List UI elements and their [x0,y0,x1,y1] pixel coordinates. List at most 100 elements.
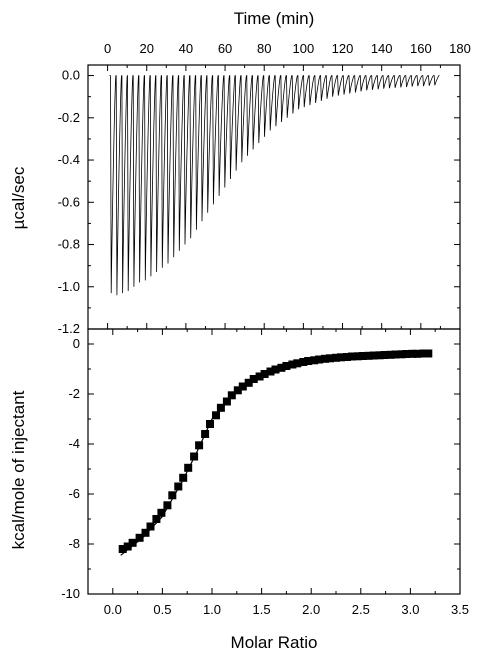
data-point [174,482,183,491]
data-point [391,350,400,359]
data-point [315,355,324,364]
data-point [195,441,204,450]
top-injection-traces [109,75,440,296]
data-point [288,360,297,369]
data-point [342,353,351,361]
top-y-tick-label: -1.0 [58,279,80,294]
bottom-x-tick-label: 1.5 [253,602,271,617]
data-point [201,430,210,438]
bottom-y-axis-title: kcal/mole of injectant [9,390,28,549]
data-point [212,411,220,420]
data-point [310,356,319,365]
data-point [141,528,150,537]
top-x-tick-label: 160 [410,41,432,56]
data-point [419,349,428,358]
bottom-y-tick-label: -2 [68,386,80,401]
data-point [260,370,269,378]
data-point [282,362,291,370]
data-point [326,354,334,363]
data-point [184,463,193,472]
data-point [179,473,188,482]
data-point [222,397,231,406]
data-point [332,353,340,362]
data-point [168,491,177,500]
data-point [271,365,280,374]
bottom-y-tick-label: -4 [68,436,80,451]
bottom-x-tick-label: 3.0 [401,602,419,617]
data-point [152,515,161,523]
bottom-x-tick-label: 0.5 [153,602,171,617]
data-point [424,349,433,358]
data-point [299,358,308,366]
data-point [293,359,302,368]
top-y-axis-title: µcal/sec [9,166,28,229]
top-x-axis-title: Time (min) [234,9,315,28]
data-point [206,420,214,428]
bottom-x-tick-label: 2.5 [352,602,370,617]
top-x-tick-label: 40 [179,41,193,56]
data-point [216,403,225,412]
data-point [233,386,242,395]
data-point [380,351,389,359]
data-point [227,391,236,400]
fit-curve [120,352,431,556]
data-point [353,352,362,361]
bottom-x-axis-title: Molar Ratio [231,633,318,652]
data-point [244,378,253,387]
bottom-y-tick-label: 0 [73,336,80,351]
data-point [358,352,367,360]
top-axis-ticks: 0 20 40 60 80 100 120 140 160 180 0.0 -0.2 -0.4 -0.6 -… [58,41,471,336]
top-x-tick-label: 180 [449,41,471,56]
data-point [128,538,137,547]
bottom-axis-ticks: 0.0 0.5 1.0 1.5 2.0 2.5 3.0 3.5 0 -2 -4 -6 -8 -10 [61,329,469,617]
data-point [304,357,313,365]
data-point [249,375,258,383]
data-point [135,533,144,542]
data-point [146,522,155,531]
top-x-tick-label: 140 [371,41,393,56]
bottom-x-tick-label: 0.0 [104,602,122,617]
bottom-x-tick-label: 1.0 [203,602,221,617]
data-point [157,508,166,517]
bottom-x-tick-label: 2.0 [302,602,320,617]
data-point [402,350,411,358]
data-point [413,349,422,358]
top-x-tick-label: 60 [218,41,232,56]
bottom-plot-frame [87,328,461,595]
bottom-panel: 0.0 0.5 1.0 1.5 2.0 2.5 3.0 3.5 0 -2 -4 -6 -8 -10 Mol… [9,328,469,652]
data-point [163,501,172,510]
top-y-tick-label: 0.0 [62,68,80,83]
top-y-tick-label: -0.8 [58,237,80,252]
bottom-x-tick-label: 3.5 [451,602,469,617]
bottom-y-tick-label: -6 [68,486,80,501]
data-point [123,542,132,551]
top-y-tick-label: -0.6 [58,194,80,209]
injection-trace-line [109,75,440,296]
data-point [347,352,356,361]
data-point [255,372,264,381]
top-y-tick-label: -0.4 [58,152,80,167]
top-x-tick-label: 80 [257,41,271,56]
data-point [321,354,330,363]
data-point [408,349,417,358]
data-point [190,452,199,461]
bottom-data-markers [118,349,433,553]
top-plot-frame [87,64,461,330]
data-point [397,350,406,359]
data-point [277,363,286,372]
data-point [386,350,395,359]
top-y-tick-label: -1.2 [58,321,80,336]
bottom-y-tick-label: -8 [68,536,80,551]
data-point [238,382,247,391]
bottom-y-tick-label: -10 [61,586,80,601]
data-point [375,351,384,360]
top-x-tick-label: 20 [140,41,154,56]
top-y-tick-label: -0.2 [58,110,80,125]
data-point [118,545,127,553]
top-x-tick-label: 0 [104,41,111,56]
top-x-tick-label: 120 [332,41,354,56]
top-panel: 0 20 40 60 80 100 120 140 160 180 0.0 -0.2 -0.4 -0.6 -… [9,9,471,336]
data-point [369,351,378,360]
data-point [337,353,345,362]
